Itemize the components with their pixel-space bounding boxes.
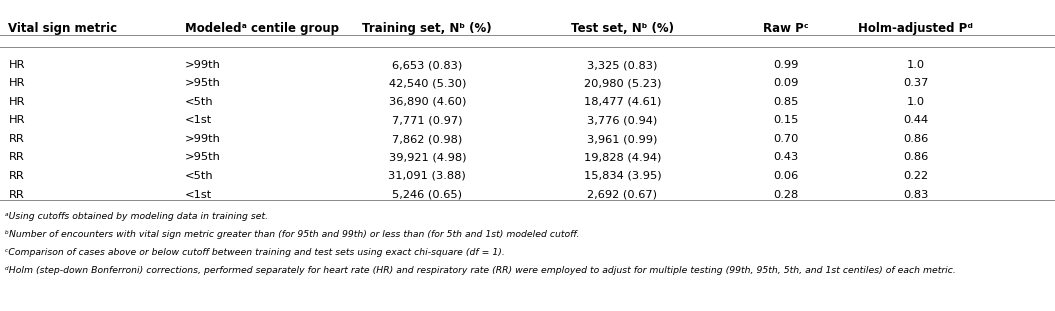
Text: 0.44: 0.44 <box>903 115 928 126</box>
Text: 3,961 (0.99): 3,961 (0.99) <box>588 134 657 144</box>
Text: HR: HR <box>8 115 25 126</box>
Text: 1.0: 1.0 <box>906 60 925 70</box>
Text: 36,890 (4.60): 36,890 (4.60) <box>388 97 466 107</box>
Text: >99th: >99th <box>185 134 220 144</box>
Text: 7,771 (0.97): 7,771 (0.97) <box>392 115 462 126</box>
Text: RR: RR <box>8 134 24 144</box>
Text: 31,091 (3.88): 31,091 (3.88) <box>388 171 466 181</box>
Text: 6,653 (0.83): 6,653 (0.83) <box>392 60 462 70</box>
Text: HR: HR <box>8 97 25 107</box>
Text: 0.37: 0.37 <box>903 78 928 89</box>
Text: HR: HR <box>8 78 25 89</box>
Text: <5th: <5th <box>185 97 213 107</box>
Text: 0.83: 0.83 <box>903 189 928 199</box>
Text: ᶜComparison of cases above or below cutoff between training and test sets using : ᶜComparison of cases above or below cuto… <box>5 248 505 257</box>
Text: Holm-adjusted Pᵈ: Holm-adjusted Pᵈ <box>859 22 973 35</box>
Text: 3,325 (0.83): 3,325 (0.83) <box>588 60 657 70</box>
Text: <1st: <1st <box>185 189 212 199</box>
Text: >99th: >99th <box>185 60 220 70</box>
Text: >95th: >95th <box>185 78 220 89</box>
Text: 5,246 (0.65): 5,246 (0.65) <box>392 189 462 199</box>
Text: 0.70: 0.70 <box>773 134 799 144</box>
Text: 15,834 (3.95): 15,834 (3.95) <box>583 171 661 181</box>
Text: 1.0: 1.0 <box>906 97 925 107</box>
Text: >95th: >95th <box>185 152 220 163</box>
Text: RR: RR <box>8 152 24 163</box>
Text: <1st: <1st <box>185 115 212 126</box>
Text: ᵇNumber of encounters with vital sign metric greater than (for 95th and 99th) or: ᵇNumber of encounters with vital sign me… <box>5 230 580 239</box>
Text: HR: HR <box>8 60 25 70</box>
Text: 0.06: 0.06 <box>773 171 799 181</box>
Text: 0.09: 0.09 <box>773 78 799 89</box>
Text: Modeledᵃ centile group: Modeledᵃ centile group <box>185 22 339 35</box>
Text: Training set, Nᵇ (%): Training set, Nᵇ (%) <box>363 22 492 35</box>
Text: 0.43: 0.43 <box>773 152 799 163</box>
Text: 39,921 (4.98): 39,921 (4.98) <box>388 152 466 163</box>
Text: ᵈHolm (step-down Bonferroni) corrections, performed separately for heart rate (H: ᵈHolm (step-down Bonferroni) corrections… <box>5 266 956 275</box>
Text: <5th: <5th <box>185 171 213 181</box>
Text: Vital sign metric: Vital sign metric <box>8 22 117 35</box>
Text: 0.86: 0.86 <box>903 152 928 163</box>
Text: 18,477 (4.61): 18,477 (4.61) <box>583 97 661 107</box>
Text: 42,540 (5.30): 42,540 (5.30) <box>388 78 466 89</box>
Text: 0.28: 0.28 <box>773 189 799 199</box>
Text: 0.86: 0.86 <box>903 134 928 144</box>
Text: 2,692 (0.67): 2,692 (0.67) <box>588 189 657 199</box>
Text: RR: RR <box>8 171 24 181</box>
Text: 7,862 (0.98): 7,862 (0.98) <box>392 134 462 144</box>
Text: RR: RR <box>8 189 24 199</box>
Text: Raw Pᶜ: Raw Pᶜ <box>763 22 809 35</box>
Text: 0.99: 0.99 <box>773 60 799 70</box>
Text: 0.85: 0.85 <box>773 97 799 107</box>
Text: 0.22: 0.22 <box>903 171 928 181</box>
Text: 20,980 (5.23): 20,980 (5.23) <box>583 78 661 89</box>
Text: 3,776 (0.94): 3,776 (0.94) <box>588 115 657 126</box>
Text: 0.15: 0.15 <box>773 115 799 126</box>
Text: Test set, Nᵇ (%): Test set, Nᵇ (%) <box>571 22 674 35</box>
Text: 19,828 (4.94): 19,828 (4.94) <box>583 152 661 163</box>
Text: ᵃUsing cutoffs obtained by modeling data in training set.: ᵃUsing cutoffs obtained by modeling data… <box>5 212 268 221</box>
